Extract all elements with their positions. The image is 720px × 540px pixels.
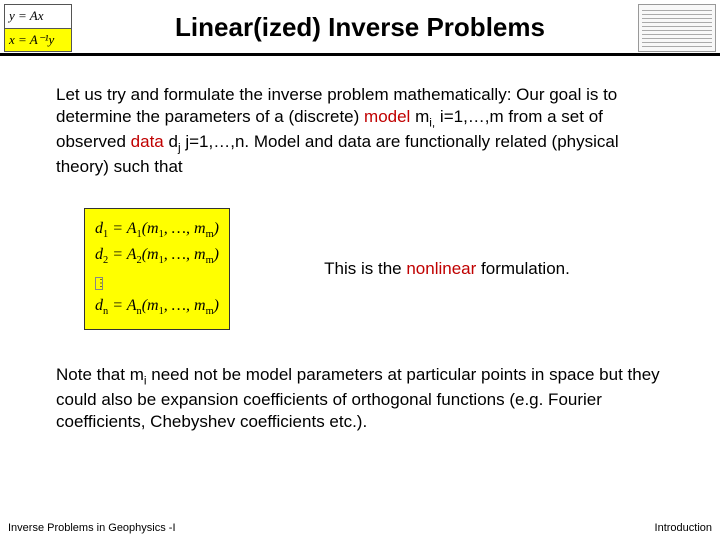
slide-footer: Inverse Problems in Geophysics -I Introd… <box>0 522 720 534</box>
equation-line-2: d2 = A2(m1, …, mm) <box>95 243 219 269</box>
equation-caption: This is the nonlinear formulation. <box>230 258 664 280</box>
equation-box: d1 = A1(m1, …, mm) d2 = A2(m1, …, mm) ⋮ … <box>84 208 230 330</box>
eq-t: = A <box>108 220 136 237</box>
footer-right: Introduction <box>655 522 712 534</box>
eq-s: m <box>206 229 214 240</box>
equation-line-1: d1 = A1(m1, …, mm) <box>95 217 219 243</box>
slide-header: y = Ax x = A⁻¹y Linear(ized) Inverse Pro… <box>0 0 720 56</box>
eq-t: = A <box>108 246 136 263</box>
p1-data-word: data <box>131 132 164 151</box>
page-title: Linear(ized) Inverse Problems <box>0 0 720 43</box>
intro-paragraph: Let us try and formulate the inverse pro… <box>56 84 664 178</box>
note-paragraph: Note that mi need not be model parameter… <box>56 364 664 433</box>
eq-s: m <box>206 255 214 266</box>
logo-right-icon <box>638 4 716 52</box>
eq-t: ) <box>214 246 219 263</box>
vdots-icon: ⋮ <box>95 277 103 290</box>
logo-left-icon: y = Ax x = A⁻¹y <box>4 4 72 52</box>
eq-t: , …, m <box>164 246 206 263</box>
eq-t: ) <box>214 297 219 314</box>
eq-t: , …, m <box>164 297 206 314</box>
eq-s: m <box>206 307 214 318</box>
eq-t: (m <box>142 297 159 314</box>
p2-text-b: need not be model parameters at particul… <box>56 365 660 431</box>
slide: y = Ax x = A⁻¹y Linear(ized) Inverse Pro… <box>0 0 720 540</box>
eq-t: (m <box>142 220 159 237</box>
p1-text-b: m <box>410 107 429 126</box>
eq-t: d <box>95 246 103 263</box>
caption-nonlinear: nonlinear <box>406 259 476 278</box>
p2-text-a: Note that m <box>56 365 144 384</box>
slide-body: Let us try and formulate the inverse pro… <box>0 56 720 433</box>
equation-vdots: ⋮ <box>95 270 219 295</box>
p1-text-d: d <box>164 132 178 151</box>
equation-line-n: dn = An(m1, …, mm) <box>95 294 219 320</box>
footer-left: Inverse Problems in Geophysics -I <box>8 522 176 534</box>
logo-left-row2: x = A⁻¹y <box>5 28 71 52</box>
eq-t: = A <box>108 297 136 314</box>
eq-t: d <box>95 220 103 237</box>
logo-left-row1: y = Ax <box>5 5 71 28</box>
caption-c: formulation. <box>476 259 570 278</box>
equation-row: d1 = A1(m1, …, mm) d2 = A2(m1, …, mm) ⋮ … <box>56 208 664 330</box>
p1-model-word: model <box>364 107 410 126</box>
caption-a: This is the <box>324 259 406 278</box>
eq-t: (m <box>142 246 159 263</box>
eq-t: d <box>95 297 103 314</box>
eq-t: , …, m <box>164 220 206 237</box>
eq-t: ) <box>214 220 219 237</box>
